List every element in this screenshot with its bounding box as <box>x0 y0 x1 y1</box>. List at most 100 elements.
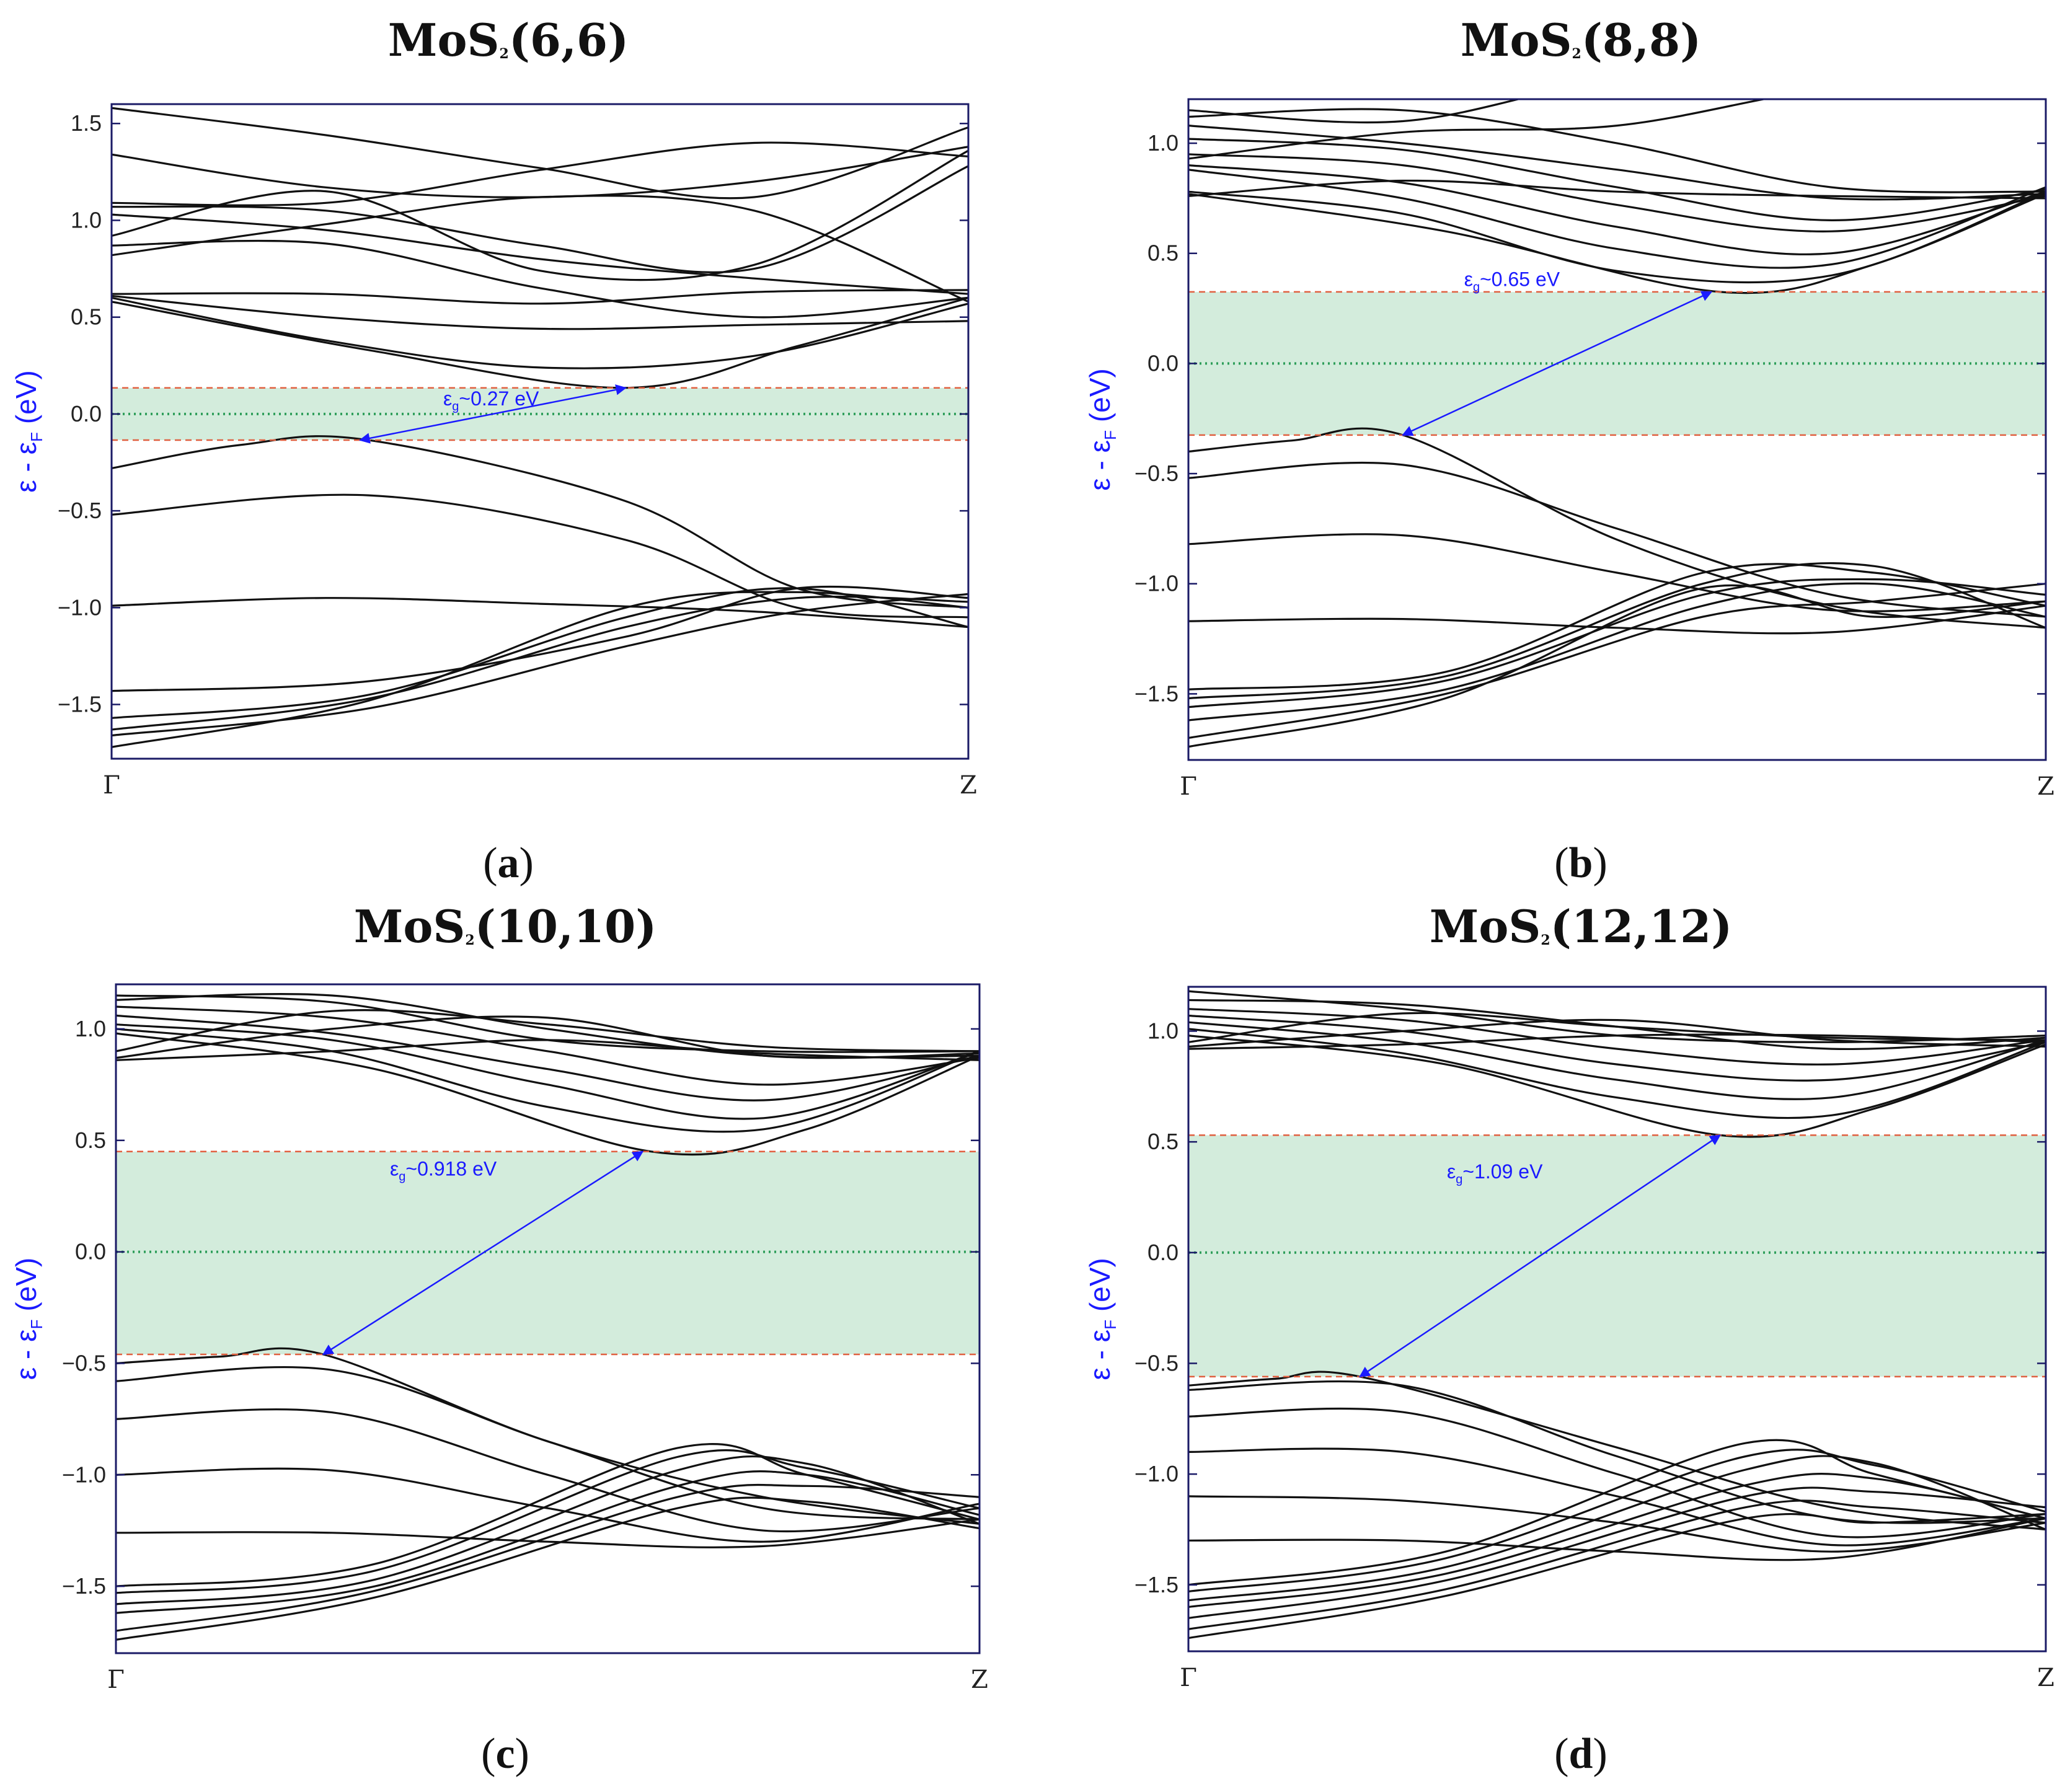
band-line <box>112 597 968 629</box>
band-line <box>112 146 968 198</box>
band-line <box>1188 1028 2046 1119</box>
x-tick-label: Γ <box>1180 772 1197 801</box>
x-tick-label: Z <box>971 1666 988 1694</box>
band-line <box>116 1470 979 1614</box>
band-line <box>116 1366 979 1521</box>
band-line <box>1188 99 1523 124</box>
band-line <box>112 107 968 200</box>
band-line <box>1188 583 2046 739</box>
band-gap-arrow <box>359 384 627 444</box>
y-tick-label: 0.0 <box>71 401 102 426</box>
y-tick-label: 1.0 <box>1147 1018 1178 1043</box>
x-tick-label: Γ <box>103 771 120 800</box>
y-tick-label: −1.0 <box>1134 571 1178 596</box>
panel-title: MoS2(10,10) <box>354 900 657 953</box>
x-tick-label: Γ <box>107 1666 125 1694</box>
band-gap-region <box>1188 1135 2046 1377</box>
y-tick-label: −1.0 <box>62 1462 106 1487</box>
band-line <box>112 296 968 389</box>
y-tick-label: 1.0 <box>75 1016 106 1041</box>
panel-b: MoS2(8,8) εg~0.65 eV −1.5 −1.0 −0.5 0.0 0.5 1.0… <box>1084 14 2054 887</box>
panel-letter: (b) <box>1554 839 1607 887</box>
band-line <box>116 1449 979 1594</box>
band-line <box>1188 1512 2046 1640</box>
plot-frame <box>110 103 970 760</box>
band-line <box>1188 138 2046 222</box>
band-line <box>1188 164 2046 255</box>
band-gap-label: εg~0.918 eV <box>390 1157 497 1183</box>
y-tick-label: 0.5 <box>1147 241 1178 266</box>
panel-d: MoS2(12,12) εg~1.09 eV −1.5 −1.0 −0.5 0.0 0.5 1… <box>1084 900 2054 1778</box>
band-line <box>1188 99 1769 160</box>
band-line <box>112 435 968 609</box>
band-line <box>1188 125 2046 201</box>
y-axis-label: ε - εF (eV) <box>1084 368 1120 490</box>
y-tick-label: 0.5 <box>71 304 102 330</box>
plot-frame <box>1187 98 2047 761</box>
band-line <box>116 1483 979 1632</box>
band-line <box>116 1009 979 1053</box>
band-line <box>112 591 968 748</box>
y-tick-label: 1.0 <box>71 207 102 232</box>
band-line <box>1188 584 2046 748</box>
band-line <box>1188 169 2046 269</box>
band-gap-arrow <box>322 1150 644 1356</box>
band-lines <box>116 993 979 1641</box>
band-line <box>1188 427 2046 629</box>
y-tick-label: 0.0 <box>75 1239 106 1265</box>
band-line <box>1188 562 2046 700</box>
band-line <box>1188 1473 2046 1609</box>
y-tick-label: 0.0 <box>1147 1240 1178 1265</box>
panel-letter: (c) <box>481 1730 529 1778</box>
band-line <box>1188 1021 2046 1100</box>
y-tick-label: −1.0 <box>1134 1461 1178 1486</box>
y-tick-label: 0.5 <box>1147 1129 1178 1154</box>
band-line <box>112 585 968 692</box>
band-lines <box>112 107 968 748</box>
plot-frame <box>1187 986 2047 1653</box>
band-line <box>1188 1439 2046 1586</box>
band-line <box>1188 1008 2046 1066</box>
band-line <box>112 593 968 737</box>
band-line <box>112 149 968 281</box>
band-line <box>1188 578 2046 708</box>
band-line <box>116 1442 979 1587</box>
band-line <box>112 294 968 330</box>
y-tick-label: −1.5 <box>62 1573 106 1599</box>
band-lines <box>1188 990 2046 1640</box>
y-tick-label: −0.5 <box>62 1350 106 1375</box>
band-line <box>1188 1517 2046 1561</box>
y-axis-label: ε - εF (eV) <box>10 1258 46 1380</box>
panel-title: MoS2(12,12) <box>1430 900 1733 953</box>
x-tick-label: Γ <box>1180 1664 1197 1692</box>
band-line <box>1188 1380 2046 1524</box>
x-tick-label: Z <box>2037 1664 2054 1692</box>
band-line <box>1188 1407 2046 1538</box>
y-tick-label: −1.5 <box>1134 1572 1178 1597</box>
band-line <box>116 1496 979 1641</box>
band-line <box>1188 1486 2046 1619</box>
band-line <box>112 596 968 731</box>
band-line <box>116 1028 979 1133</box>
band-line <box>112 213 968 295</box>
y-tick-label: 1.5 <box>71 110 102 136</box>
band-line <box>1188 604 2046 635</box>
panel-title: MoS2(8,8) <box>1461 14 1701 66</box>
y-tick-label: −1.0 <box>58 594 102 620</box>
band-gap-label: εg~0.27 eV <box>443 387 539 413</box>
band-line <box>1188 1447 2046 1547</box>
band-line <box>112 289 968 305</box>
band-line <box>112 493 968 619</box>
band-gap-arrow <box>1359 1134 1721 1377</box>
band-line <box>112 296 968 369</box>
x-tick-label: Z <box>960 771 977 800</box>
band-line <box>116 1467 979 1543</box>
band-line <box>116 1014 979 1101</box>
panel-letter: (a) <box>483 839 534 887</box>
plot-frame <box>115 983 981 1654</box>
band-line <box>1188 563 2046 691</box>
band-line <box>116 1023 979 1120</box>
band-line <box>1188 190 2046 294</box>
y-axis-label: ε - εF (eV) <box>10 370 46 492</box>
band-line <box>116 1005 979 1086</box>
